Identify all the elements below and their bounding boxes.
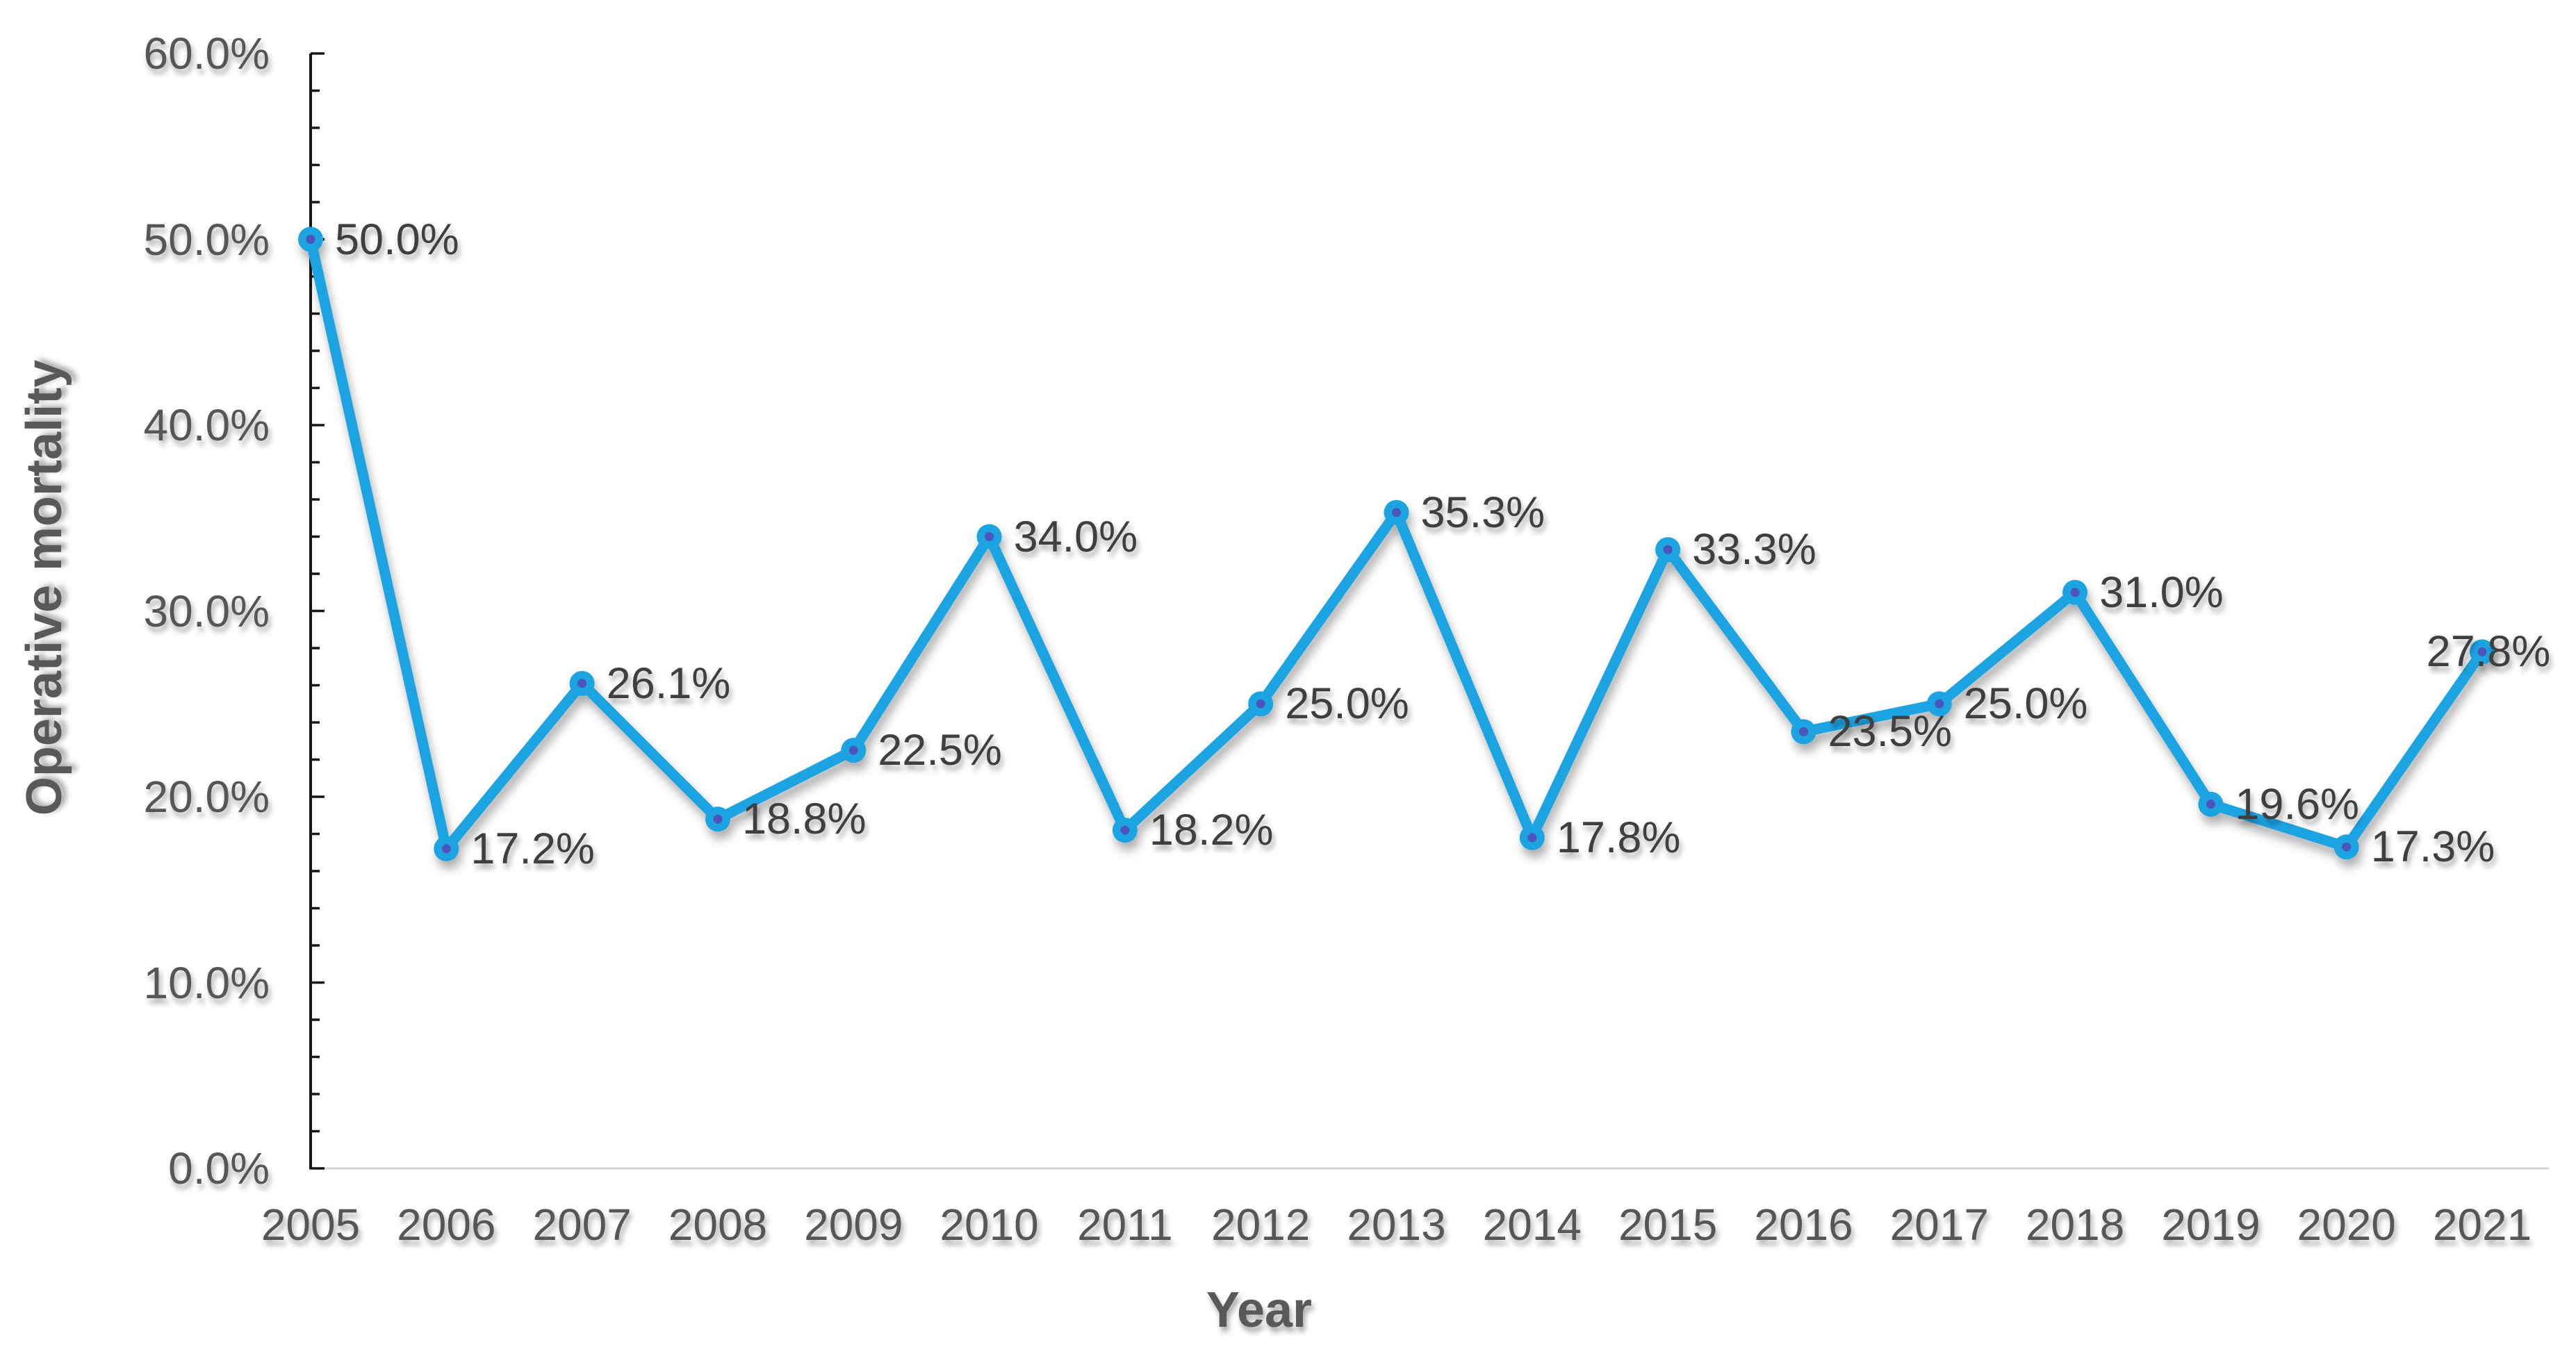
data-label: 25.0%	[1285, 679, 1409, 729]
data-label: 33.3%	[1692, 525, 1816, 574]
y-tick-label: 40.0%	[143, 400, 270, 450]
marker-center-dot	[848, 745, 858, 755]
x-tick-label: 2016	[1754, 1200, 1853, 1250]
data-label: 50.0%	[335, 215, 459, 264]
x-tick-label: 2009	[804, 1200, 903, 1250]
data-label: 18.8%	[741, 795, 867, 844]
marker-center-dot	[985, 532, 994, 541]
x-tick-label: 2008	[668, 1200, 768, 1250]
data-label: 17.8%	[1556, 813, 1681, 862]
marker-center-dot	[713, 814, 723, 824]
marker-center-dot	[441, 844, 451, 854]
y-tick-label: 50.0%	[143, 214, 270, 265]
marker-center-dot	[1935, 699, 1944, 709]
data-label: 35.3%	[1420, 488, 1545, 537]
data-label: 26.1%	[606, 659, 731, 708]
y-tick-label: 60.0%	[143, 28, 270, 78]
x-axis-title: Year	[1206, 1282, 1313, 1338]
data-label: 31.0%	[2099, 568, 2224, 617]
x-tick-label: 2014	[1482, 1200, 1582, 1250]
x-tick-label: 2017	[1889, 1200, 1989, 1250]
data-label: 17.2%	[470, 824, 595, 873]
data-label: 34.0%	[1013, 512, 1138, 561]
marker-center-dot	[2070, 588, 2080, 597]
marker-center-dot	[1392, 508, 1401, 518]
marker-center-dot	[306, 235, 315, 244]
x-tick-label: 2012	[1211, 1200, 1311, 1250]
x-tick-label: 2011	[1077, 1200, 1173, 1250]
marker-center-dot	[1798, 727, 1808, 736]
marker-center-dot	[2206, 800, 2215, 809]
y-tick-label: 20.0%	[143, 772, 270, 822]
x-tick-label: 2021	[2432, 1200, 2532, 1250]
marker-center-dot	[2342, 842, 2352, 852]
marker-center-dot	[1120, 825, 1130, 835]
x-tick-label: 2018	[2025, 1200, 2125, 1250]
marker-center-dot	[1256, 699, 1265, 709]
x-tick-label: 2013	[1347, 1200, 1446, 1250]
marker-center-dot	[1663, 545, 1673, 554]
x-tick-label: 2006	[397, 1200, 496, 1250]
x-tick-label: 2015	[1618, 1200, 1718, 1250]
data-label: 22.5%	[878, 726, 1002, 775]
data-label: 18.2%	[1149, 806, 1274, 855]
data-label: 19.6%	[2235, 779, 2360, 829]
y-tick-label: 30.0%	[143, 586, 270, 636]
y-axis-ticks	[311, 52, 325, 1170]
marker-center-dot	[577, 679, 587, 688]
data-label: 17.3%	[2370, 822, 2495, 872]
series-line	[305, 234, 2488, 854]
x-tick-label: 2007	[532, 1200, 632, 1250]
x-tick-label: 2010	[940, 1200, 1039, 1250]
marker-center-dot	[1527, 833, 1537, 843]
y-axis-title: Operative mortality	[17, 359, 72, 816]
data-label: 27.8%	[2426, 627, 2551, 677]
data-label: 25.0%	[1963, 679, 2088, 729]
x-tick-label: 2005	[261, 1200, 361, 1250]
x-tick-label: 2020	[2297, 1200, 2396, 1250]
data-label: 23.5%	[1828, 707, 1953, 756]
y-tick-label: 10.0%	[143, 957, 270, 1008]
marker-center-dot	[2477, 647, 2487, 656]
series-group	[298, 226, 2495, 861]
x-tick-label: 2019	[2161, 1200, 2261, 1250]
y-tick-label: 0.0%	[168, 1143, 270, 1193]
